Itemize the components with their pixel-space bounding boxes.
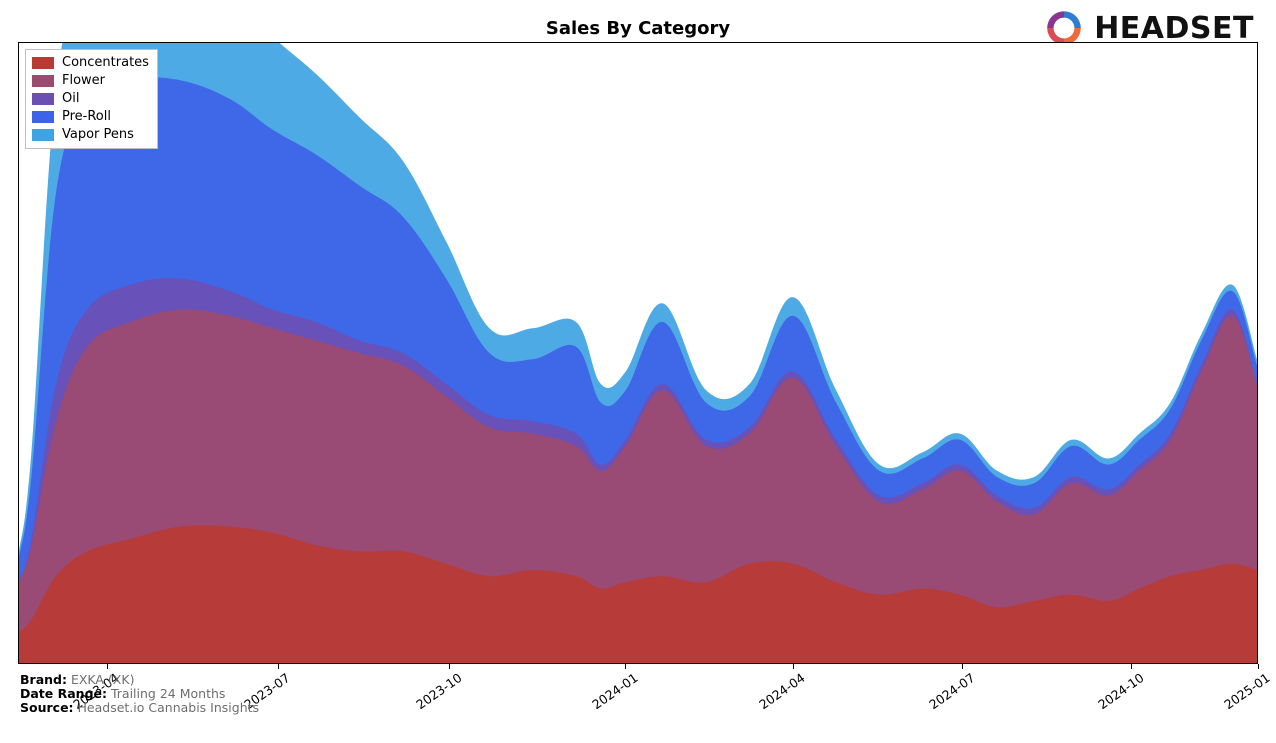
- legend-swatch: [32, 75, 54, 87]
- legend-item: Oil: [32, 90, 149, 108]
- chart-plot-area: ConcentratesFlowerOilPre-RollVapor Pens: [18, 42, 1258, 664]
- stacked-area-svg: [19, 43, 1257, 663]
- legend-label: Concentrates: [62, 54, 149, 72]
- x-axis-tick-mark: [1258, 664, 1259, 669]
- footer-brand: Brand: EXKA (XK): [20, 673, 259, 687]
- x-axis-tick-mark: [107, 664, 108, 669]
- footer-range-label: Date Range:: [20, 686, 107, 701]
- x-axis-tick-label: 2024-07: [912, 670, 978, 722]
- footer-brand-label: Brand:: [20, 672, 67, 687]
- legend-swatch: [32, 129, 54, 141]
- x-axis-tick-label: 2025-01: [1207, 670, 1273, 722]
- x-axis-tick-mark: [449, 664, 450, 669]
- x-axis-tick-mark: [962, 664, 963, 669]
- x-axis-tick-mark: [625, 664, 626, 669]
- footer-range-value: Trailing 24 Months: [111, 686, 225, 701]
- x-axis-tick-label: 2024-01: [574, 670, 640, 722]
- footer-source-label: Source:: [20, 700, 74, 715]
- legend-label: Flower: [62, 72, 105, 90]
- legend-swatch: [32, 57, 54, 69]
- footer-source: Source: Headset.io Cannabis Insights: [20, 701, 259, 715]
- legend-label: Vapor Pens: [62, 126, 134, 144]
- legend-item: Concentrates: [32, 54, 149, 72]
- x-axis-tick-label: 2024-10: [1080, 670, 1146, 722]
- x-axis-tick-label: 2024-04: [742, 670, 808, 722]
- x-axis-tick-mark: [278, 664, 279, 669]
- x-axis-tick-label: 2023-10: [398, 670, 464, 722]
- x-axis-tick-mark: [793, 664, 794, 669]
- x-axis-tick-mark: [1131, 664, 1132, 669]
- chart-legend: ConcentratesFlowerOilPre-RollVapor Pens: [25, 49, 158, 149]
- legend-item: Pre-Roll: [32, 108, 149, 126]
- footer-source-value: Headset.io Cannabis Insights: [78, 700, 260, 715]
- legend-label: Oil: [62, 90, 79, 108]
- headset-logo-text: HEADSET: [1094, 11, 1254, 46]
- legend-item: Flower: [32, 72, 149, 90]
- legend-label: Pre-Roll: [62, 108, 111, 126]
- legend-item: Vapor Pens: [32, 126, 149, 144]
- legend-swatch: [32, 93, 54, 105]
- chart-footer: Brand: EXKA (XK) Date Range: Trailing 24…: [20, 673, 259, 715]
- footer-range: Date Range: Trailing 24 Months: [20, 687, 259, 701]
- footer-brand-value: EXKA (XK): [71, 672, 134, 687]
- legend-swatch: [32, 111, 54, 123]
